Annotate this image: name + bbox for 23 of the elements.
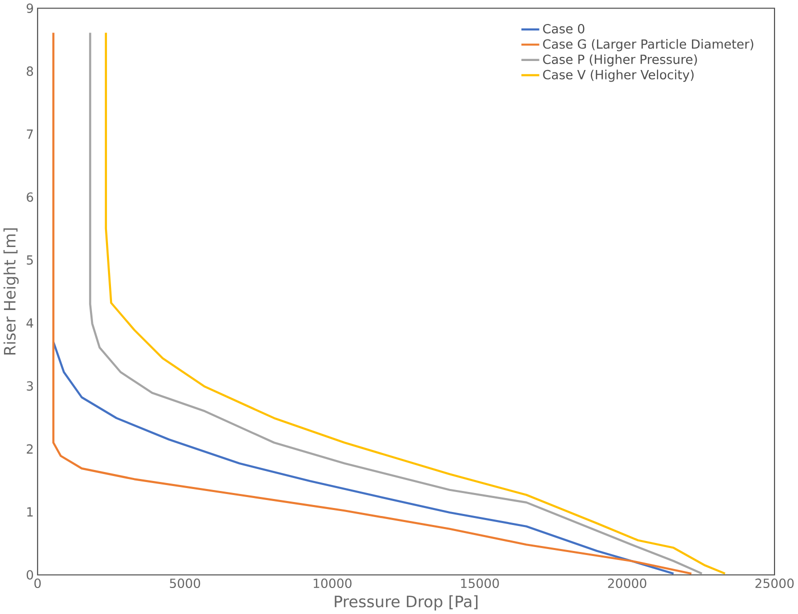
y-tick-label: 0	[26, 570, 34, 580]
x-tick-label: 10000	[314, 578, 352, 588]
x-tick-label: 20000	[608, 578, 646, 588]
y-tick-label: 3	[26, 381, 33, 391]
x-tick-label: 25000	[755, 578, 794, 588]
legend-label: Case 0	[543, 24, 584, 34]
line-series	[52, 340, 675, 575]
y-tick-label: 5	[26, 255, 33, 265]
legend-label: Case G (Larger Particle Diameter)	[543, 39, 754, 52]
x-axis-title: Pressure Drop [Pa]	[334, 595, 478, 610]
y-tick-label: 9	[26, 4, 33, 14]
legend-label: Case V (Higher Velocity)	[543, 70, 694, 82]
y-tick-label: 6	[26, 192, 34, 202]
legend-label: Case P (Higher Pressure)	[543, 54, 697, 67]
y-tick-label: 7	[26, 130, 33, 139]
y-tick-label: 8	[26, 66, 34, 76]
y-tick-label: 4	[26, 318, 34, 328]
y-axis-title: Riser Height [m]	[4, 228, 19, 355]
y-tick-label: 1	[27, 507, 33, 517]
x-tick-label: 15000	[461, 578, 499, 588]
x-tick-label: 0	[34, 578, 41, 588]
x-tick-label: 5000	[170, 578, 200, 588]
y-tick-label: 2	[26, 444, 33, 454]
